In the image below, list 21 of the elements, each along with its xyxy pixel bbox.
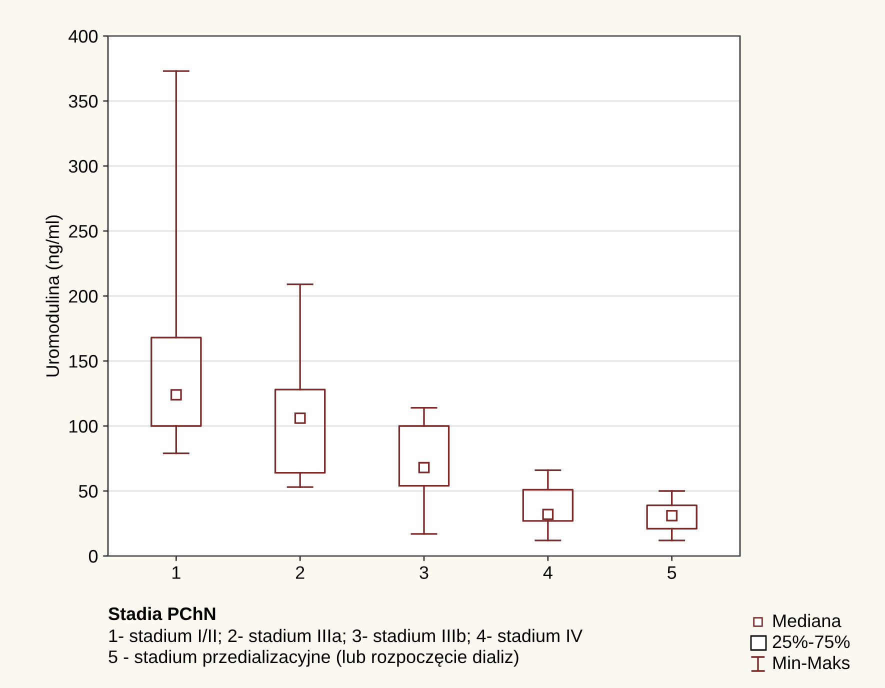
y-tick-label: 0 xyxy=(88,550,98,563)
x-tick-label: 2 xyxy=(296,566,304,579)
x-tick-label: 4 xyxy=(543,566,552,579)
text: Min-Maks xyxy=(773,656,850,670)
y-tick-label: 50 xyxy=(78,484,98,498)
y-tick-label: 400 xyxy=(68,30,98,43)
text: 5 - stadium przedializacyjne (lub rozpoczęcie dializ) xyxy=(108,650,518,667)
y-tick-label: 250 xyxy=(69,224,98,238)
y-tick-label: 300 xyxy=(68,160,98,173)
text: 1- stadium I/II; 2- stadium IIIa; 3- stadium IIIb; 4- stadium IV xyxy=(109,628,583,644)
x-tick-label: 3 xyxy=(420,566,428,579)
y-axis-title: Uromodulina (ng/ml) xyxy=(46,215,63,376)
y-tick-label: 100 xyxy=(70,420,98,433)
x-tick-label: 1 xyxy=(172,566,180,579)
x-axis-title: Stadia PChN xyxy=(108,606,216,620)
text: 25%-75% xyxy=(772,635,850,648)
y-tick-label: 150 xyxy=(70,354,98,368)
y-tick-label: 200 xyxy=(69,290,98,303)
text: Mediana xyxy=(773,614,842,628)
x-tick-label: 5 xyxy=(668,566,676,579)
y-tick-label: 350 xyxy=(68,94,98,108)
